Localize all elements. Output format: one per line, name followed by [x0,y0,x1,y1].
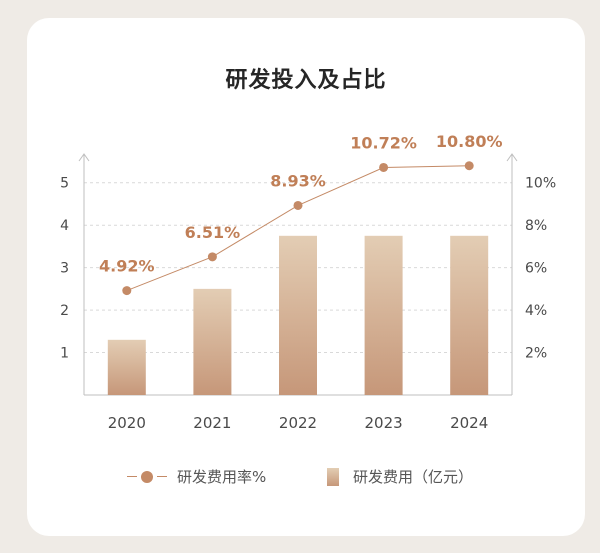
legend-item-rate: 研发费用率% [127,466,266,487]
x-tick-label: 2022 [279,414,317,432]
left-tick-label: 3 [60,261,69,277]
x-tick-label: 2023 [365,414,403,432]
bar-swatch-icon [327,467,339,486]
bar-2024 [450,235,489,395]
line-marker-icon [127,470,167,484]
chart-title: 研发投入及占比 [225,68,387,93]
rate-point-2021 [207,252,217,262]
left-axis-arrow-icon [78,153,90,162]
rate-data-label: 4.92% [99,257,155,276]
left-tick-label: 4 [60,218,69,234]
rate-data-label: 6.51% [185,223,241,242]
rate-data-label: 10.72% [350,133,417,152]
chart-plot: 1 2 3 4 5 2% 4% 6% 8% 10% 2020 2021 2022 2023 2024 4.92… [60,132,556,432]
legend-label-expense: 研发费用（亿元） [353,468,474,486]
rate-point-2020 [122,286,132,296]
rate-point-2024 [464,161,474,171]
bar-2021 [193,288,232,395]
right-tick-label: 2% [525,346,547,362]
left-tick-label: 1 [60,346,69,362]
rate-point-2023 [379,162,389,172]
right-tick-label: 6% [525,261,547,277]
x-tick-label: 2020 [108,414,146,432]
right-tick-label: 4% [525,303,547,319]
left-tick-label: 2 [60,303,69,319]
right-tick-label: 8% [525,218,547,234]
right-tick-label: 10% [525,176,556,192]
rate-data-label: 10.80% [436,132,503,151]
x-tick-label: 2024 [450,414,488,432]
bar-2020 [107,339,146,395]
chart-card: 研发投入及占比 1 2 3 4 5 2% 4% 6% 8% 10% 2020 2021 2022 2023… [27,18,585,536]
bar-2023 [364,235,403,395]
right-axis-arrow-icon [506,153,518,162]
legend-item-expense: 研发费用（亿元） [327,466,473,487]
rate-data-label: 8.93% [270,171,326,190]
chart-legend: 研发费用率% 研发费用（亿元） [27,466,585,488]
x-tick-label: 2021 [193,414,231,432]
rate-point-2022 [293,200,303,210]
bar-2022 [279,235,317,395]
legend-label-rate: 研发费用率% [177,468,267,486]
left-tick-label: 5 [60,176,69,192]
